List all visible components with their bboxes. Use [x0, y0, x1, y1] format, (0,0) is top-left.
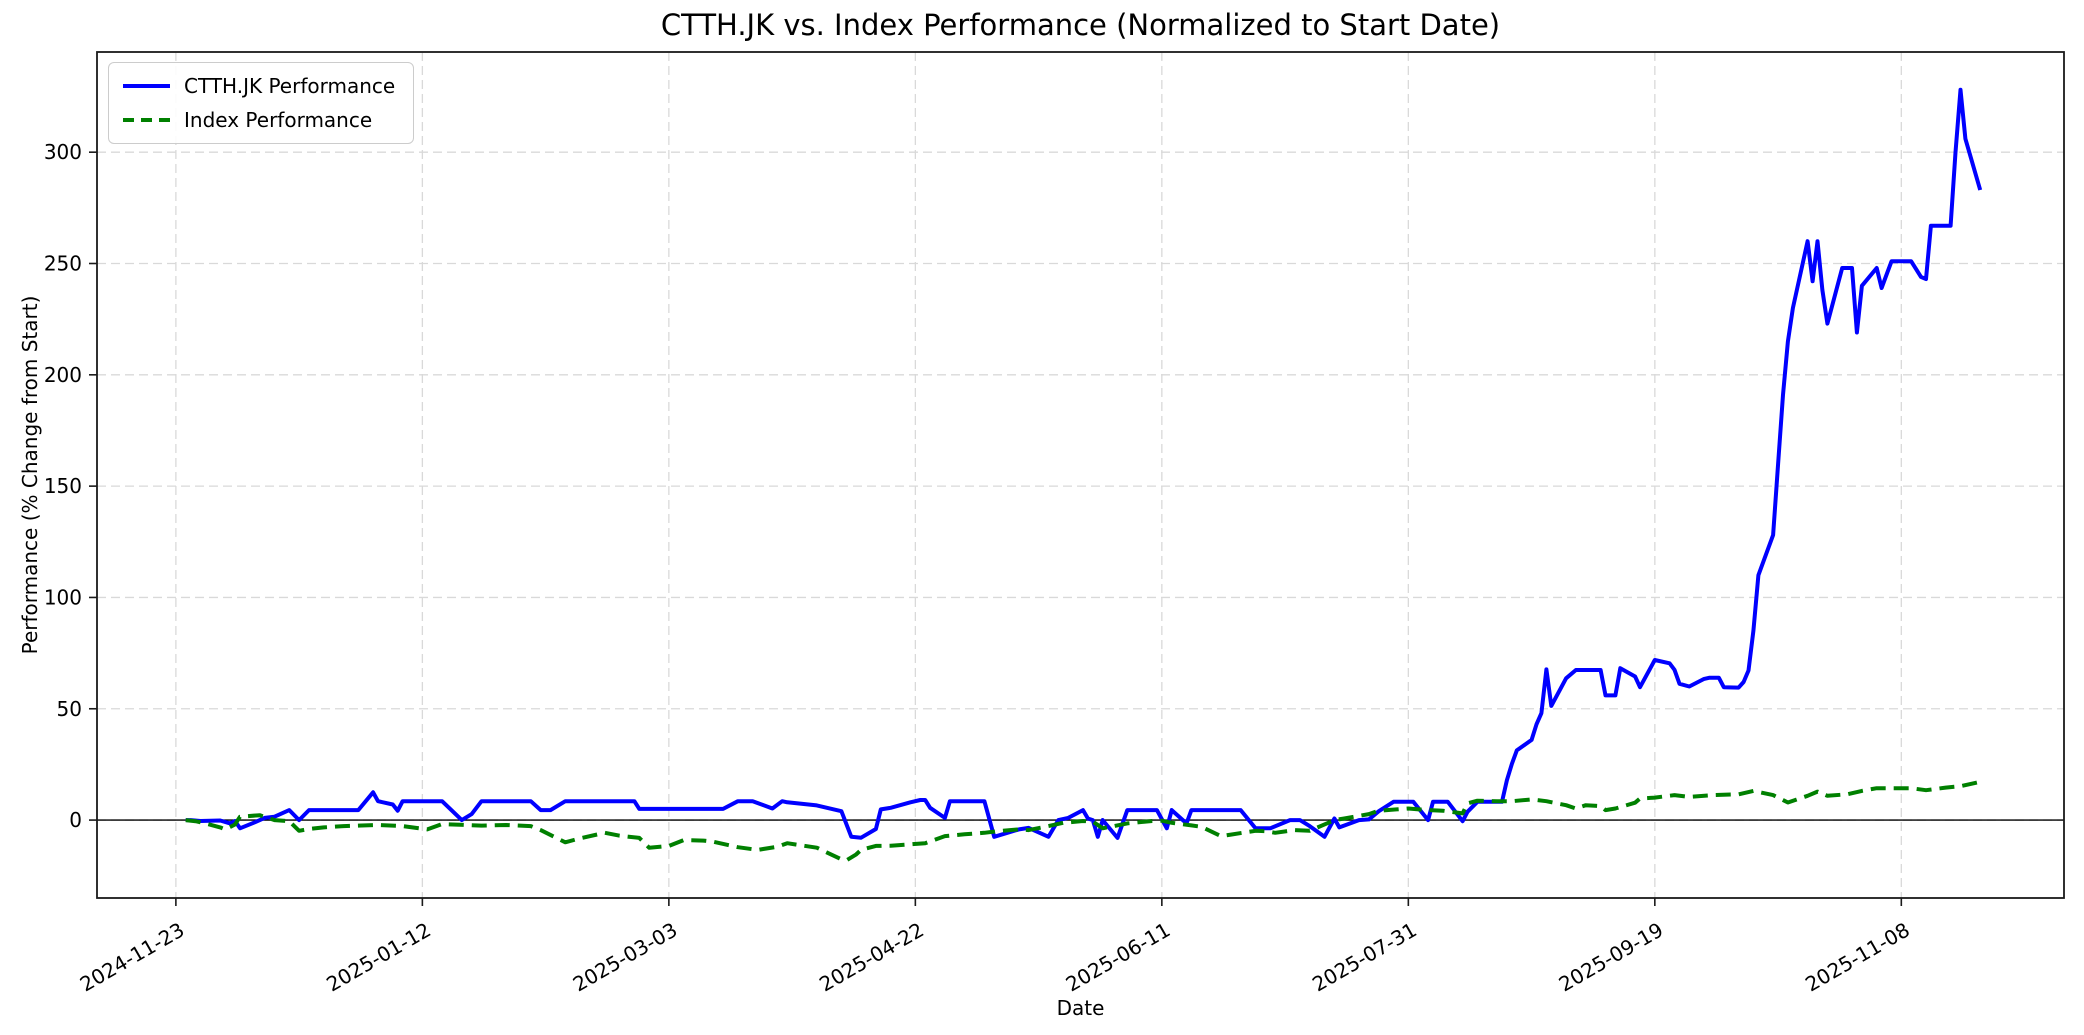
legend-entry-ctth: CTTH.JK Performance — [123, 73, 395, 99]
y-tick-label: 50 — [57, 697, 82, 721]
legend: CTTH.JK Performance Index Performance — [108, 62, 415, 144]
legend-label: Index Performance — [184, 108, 373, 132]
x-tick-label: 2025-11-08 — [1801, 918, 1914, 997]
series-line-index — [185, 779, 1981, 863]
solid-line-swatch-icon — [123, 84, 170, 88]
x-tick-label: 2025-09-19 — [1555, 918, 1668, 997]
x-tick-label: 2025-06-11 — [1062, 918, 1175, 997]
plot-border — [96, 51, 2065, 899]
y-tick-label: 200 — [44, 363, 82, 387]
x-tick-label: 2025-01-12 — [322, 918, 435, 997]
x-tick-label: 2025-07-31 — [1308, 918, 1421, 997]
x-tick-label: 2025-04-22 — [815, 918, 928, 997]
y-tick-label: 100 — [44, 585, 82, 609]
y-axis-label: Performance (% Change from Start) — [18, 295, 42, 655]
legend-label: CTTH.JK Performance — [184, 74, 396, 98]
legend-entry-index: Index Performance — [123, 107, 395, 133]
y-tick-label: 300 — [44, 140, 82, 164]
x-tick-label: 2025-03-03 — [569, 918, 682, 997]
x-tick-label: 2024-11-23 — [76, 918, 189, 997]
series-line-ctth — [185, 87, 1983, 840]
y-tick-label: 250 — [44, 252, 82, 276]
x-axis-label: Date — [1056, 996, 1105, 1020]
chart-title: CTTH.JK vs. Index Performance (Normalize… — [660, 8, 1501, 42]
y-tick-label: 0 — [69, 808, 82, 832]
dashed-line-swatch-icon — [123, 118, 170, 122]
y-tick-label: 150 — [44, 474, 82, 498]
